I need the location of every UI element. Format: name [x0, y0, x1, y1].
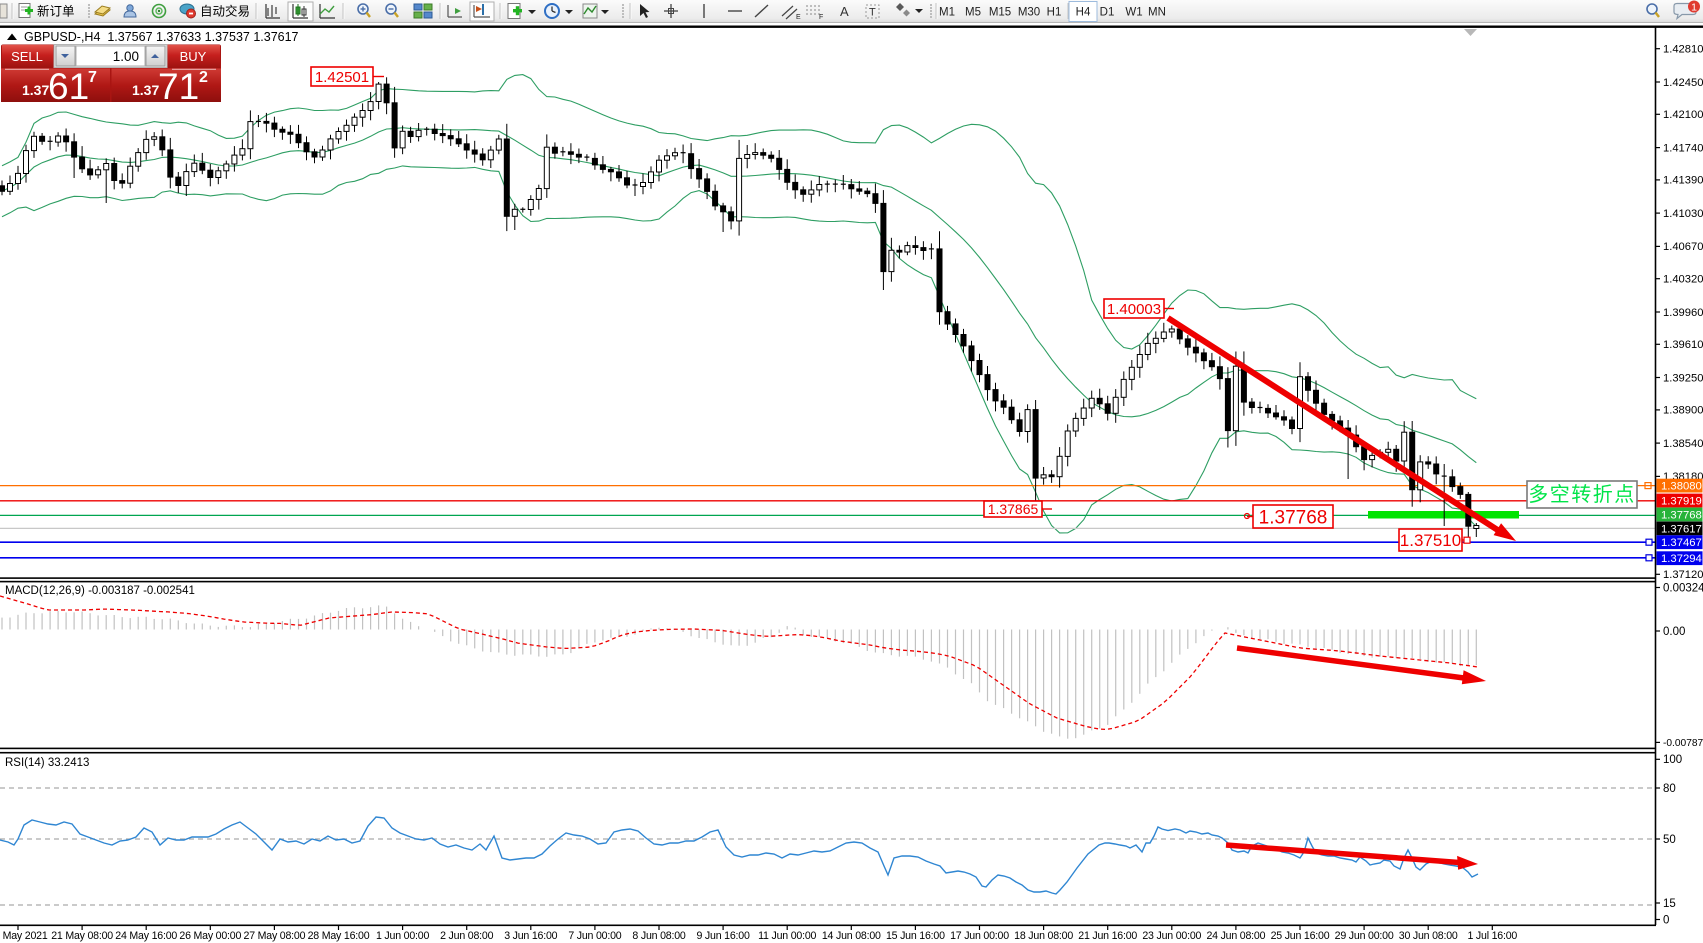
svg-text:-0.007879: -0.007879	[1663, 738, 1703, 749]
svg-text:1.37919: 1.37919	[1661, 495, 1702, 507]
svg-text:3 Jun 16:00: 3 Jun 16:00	[504, 930, 557, 942]
svg-text:H1: H1	[1047, 7, 1062, 19]
svg-text:7 Jun 00:00: 7 Jun 00:00	[568, 930, 621, 942]
svg-text:D1: D1	[1100, 7, 1115, 19]
svg-text:0: 0	[1663, 914, 1669, 926]
svg-text:23 Jun 00:00: 23 Jun 00:00	[1142, 930, 1201, 942]
svg-text:1.42810: 1.42810	[1663, 44, 1703, 56]
svg-text:1.40670: 1.40670	[1663, 241, 1703, 253]
svg-text:27 May 08:00: 27 May 08:00	[244, 930, 306, 942]
svg-text:1 Jun 00:00: 1 Jun 00:00	[376, 930, 429, 942]
svg-text:1.39250: 1.39250	[1663, 372, 1703, 384]
svg-text:1.39610: 1.39610	[1663, 339, 1703, 351]
svg-text:1.37120: 1.37120	[1663, 569, 1703, 581]
svg-text:21 May 08:00: 21 May 08:00	[51, 930, 113, 942]
svg-text:1.37467: 1.37467	[1661, 537, 1702, 549]
svg-text:M1: M1	[939, 7, 955, 19]
svg-text:9 Jun 16:00: 9 Jun 16:00	[697, 930, 750, 942]
svg-text:1.37294: 1.37294	[1661, 553, 1702, 565]
svg-text:1.37768: 1.37768	[1661, 509, 1702, 521]
svg-text:1: 1	[1691, 2, 1697, 14]
svg-text:30 Jun 08:00: 30 Jun 08:00	[1399, 930, 1458, 942]
svg-text:MN: MN	[1148, 7, 1166, 19]
svg-text:100: 100	[1663, 754, 1682, 766]
svg-text:多空转折点: 多空转折点	[1528, 483, 1636, 506]
svg-text:61: 61	[48, 66, 89, 107]
svg-text:80: 80	[1663, 783, 1676, 795]
svg-text:T: T	[869, 7, 876, 19]
svg-text:0.00: 0.00	[1663, 626, 1685, 638]
svg-text:F: F	[819, 14, 823, 21]
svg-text:1.40320: 1.40320	[1663, 274, 1703, 286]
svg-text:14 Jun 08:00: 14 Jun 08:00	[822, 930, 881, 942]
svg-text:1.41030: 1.41030	[1663, 208, 1703, 220]
svg-text:71: 71	[158, 66, 199, 107]
svg-text:BUY: BUY	[180, 49, 207, 64]
svg-text:H4: H4	[1076, 7, 1091, 19]
svg-text:1.38540: 1.38540	[1663, 438, 1703, 450]
svg-text:M30: M30	[1018, 7, 1040, 19]
svg-text:2: 2	[199, 69, 208, 86]
svg-text:1.38900: 1.38900	[1663, 405, 1703, 417]
svg-text:18 Jun 08:00: 18 Jun 08:00	[1014, 930, 1073, 942]
svg-text:0.00324: 0.00324	[1663, 582, 1703, 594]
svg-text:RSI(14) 33.2413: RSI(14) 33.2413	[5, 757, 89, 769]
svg-text:28 May 16:00: 28 May 16:00	[308, 930, 370, 942]
svg-text:W1: W1	[1125, 7, 1142, 19]
svg-text:15: 15	[1663, 898, 1676, 910]
svg-text:21 Jun 16:00: 21 Jun 16:00	[1078, 930, 1137, 942]
svg-text:1.37617: 1.37617	[1661, 523, 1702, 535]
svg-text:1.38080: 1.38080	[1661, 481, 1702, 493]
svg-text:1.37865: 1.37865	[988, 501, 1039, 517]
svg-text:1.42501: 1.42501	[315, 69, 369, 86]
svg-text:1.40003: 1.40003	[1107, 301, 1161, 318]
svg-text:11 Jun 00:00: 11 Jun 00:00	[758, 930, 816, 942]
svg-text:1.41390: 1.41390	[1663, 175, 1703, 187]
svg-text:E: E	[796, 14, 801, 21]
svg-text:1.42450: 1.42450	[1663, 77, 1703, 89]
svg-text:26 May 00:00: 26 May 00:00	[179, 930, 241, 942]
svg-text:17 Jun 00:00: 17 Jun 00:00	[950, 930, 1009, 942]
svg-text:7: 7	[88, 69, 97, 86]
svg-text:20 May 2021: 20 May 2021	[0, 930, 48, 942]
svg-text:1.37510: 1.37510	[1400, 531, 1461, 550]
svg-text:1.37: 1.37	[132, 82, 159, 98]
svg-text:M15: M15	[989, 7, 1011, 19]
svg-text:MACD(12,26,9) -0.003187 -0.002: MACD(12,26,9) -0.003187 -0.002541	[5, 585, 195, 597]
svg-text:50: 50	[1663, 834, 1676, 846]
svg-text:1.42100: 1.42100	[1663, 109, 1703, 121]
svg-text:25 Jun 16:00: 25 Jun 16:00	[1271, 930, 1330, 942]
svg-text:M5: M5	[965, 7, 981, 19]
svg-text:15 Jun 16:00: 15 Jun 16:00	[886, 930, 945, 942]
svg-text:1 Jul 16:00: 1 Jul 16:00	[1467, 930, 1517, 942]
svg-text:24 May 16:00: 24 May 16:00	[115, 930, 177, 942]
svg-text:GBPUSD-,H4 1.37567 1.37633 1.: GBPUSD-,H4 1.37567 1.37633 1.37537 1.376…	[24, 30, 299, 44]
svg-text:1.00: 1.00	[113, 49, 139, 64]
svg-text:1.39960: 1.39960	[1663, 307, 1703, 319]
svg-text:1.37768: 1.37768	[1259, 507, 1328, 528]
svg-text:1.41740: 1.41740	[1663, 142, 1703, 154]
svg-text:1.37: 1.37	[22, 82, 49, 98]
svg-text:A: A	[840, 4, 849, 19]
svg-text:24 Jun 08:00: 24 Jun 08:00	[1206, 930, 1265, 942]
svg-text:SELL: SELL	[11, 49, 43, 64]
svg-text:自动交易: 自动交易	[200, 4, 250, 19]
svg-text:29 Jun 00:00: 29 Jun 00:00	[1335, 930, 1394, 942]
svg-text:新订单: 新订单	[37, 4, 75, 19]
svg-text:8 Jun 08:00: 8 Jun 08:00	[632, 930, 685, 942]
svg-text:2 Jun 08:00: 2 Jun 08:00	[440, 930, 493, 942]
